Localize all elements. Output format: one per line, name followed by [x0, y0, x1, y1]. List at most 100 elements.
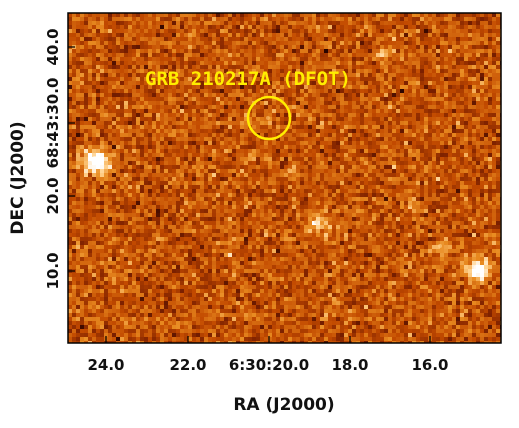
noise-pixel [480, 13, 484, 17]
noise-pixel [472, 145, 476, 149]
noise-pixel [200, 41, 204, 45]
noise-pixel [452, 105, 456, 109]
noise-pixel [492, 117, 496, 121]
noise-pixel [344, 61, 348, 65]
noise-pixel [224, 45, 228, 49]
noise-pixel [304, 25, 308, 29]
noise-pixel [204, 57, 208, 61]
noise-pixel [420, 21, 424, 25]
noise-pixel [468, 153, 472, 157]
noise-pixel [284, 73, 288, 77]
noise-pixel [280, 193, 284, 197]
noise-pixel [296, 97, 300, 101]
noise-pixel [356, 169, 360, 173]
noise-pixel [128, 125, 132, 129]
noise-pixel [276, 193, 280, 197]
noise-pixel [408, 61, 412, 65]
noise-pixel [464, 189, 468, 193]
noise-pixel [300, 173, 304, 177]
noise-pixel [220, 93, 224, 97]
noise-pixel [372, 41, 376, 45]
noise-pixel [224, 97, 228, 101]
noise-pixel [188, 89, 192, 93]
noise-pixel [388, 105, 392, 109]
noise-pixel [284, 57, 288, 61]
noise-pixel [72, 101, 76, 105]
noise-pixel [156, 149, 160, 153]
noise-pixel [332, 81, 336, 85]
noise-pixel [484, 125, 488, 129]
noise-pixel [372, 153, 376, 157]
noise-pixel [124, 25, 128, 29]
noise-pixel [472, 173, 476, 177]
noise-pixel [308, 97, 312, 101]
noise-pixel [308, 33, 312, 37]
noise-pixel [216, 33, 220, 37]
noise-pixel [236, 49, 240, 53]
noise-pixel [392, 129, 396, 133]
noise-pixel [396, 41, 400, 45]
noise-pixel [236, 37, 240, 41]
noise-pixel [484, 185, 488, 189]
noise-pixel [184, 61, 188, 65]
noise-pixel [348, 53, 352, 57]
noise-pixel [428, 29, 432, 33]
noise-pixel [424, 101, 428, 105]
noise-pixel [148, 29, 152, 33]
noise-pixel [148, 65, 152, 69]
noise-pixel [240, 173, 244, 177]
noise-pixel [92, 165, 96, 169]
noise-pixel [436, 41, 440, 45]
noise-pixel [336, 45, 340, 49]
noise-pixel [364, 157, 368, 161]
noise-pixel [132, 81, 136, 85]
noise-pixel [100, 145, 104, 149]
noise-pixel [448, 69, 452, 73]
noise-pixel [124, 73, 128, 77]
noise-pixel [360, 69, 364, 73]
noise-pixel [84, 113, 88, 117]
noise-pixel [404, 97, 408, 101]
noise-pixel [164, 137, 168, 141]
noise-pixel [488, 157, 492, 161]
noise-pixel [128, 109, 132, 113]
noise-pixel [252, 161, 256, 165]
noise-pixel [276, 153, 280, 157]
noise-pixel [396, 189, 400, 193]
noise-pixel [220, 121, 224, 125]
noise-pixel [132, 49, 136, 53]
noise-pixel [212, 45, 216, 49]
noise-pixel [448, 125, 452, 129]
noise-pixel [172, 193, 176, 197]
noise-pixel [352, 173, 356, 177]
noise-pixel [204, 141, 208, 145]
noise-pixel [248, 77, 252, 81]
noise-pixel [260, 33, 264, 37]
noise-pixel [100, 93, 104, 97]
noise-pixel [408, 101, 412, 105]
noise-pixel [196, 49, 200, 53]
noise-pixel [440, 185, 444, 189]
noise-pixel [232, 141, 236, 145]
noise-pixel [76, 193, 80, 197]
noise-pixel [276, 65, 280, 69]
noise-pixel [416, 189, 420, 193]
noise-pixel [136, 133, 140, 137]
noise-pixel [448, 141, 452, 145]
noise-pixel [440, 61, 444, 65]
noise-pixel [332, 133, 336, 137]
noise-pixel [480, 101, 484, 105]
noise-pixel [248, 173, 252, 177]
noise-pixel [164, 105, 168, 109]
noise-pixel [308, 41, 312, 45]
noise-pixel [184, 33, 188, 37]
noise-pixel [144, 125, 148, 129]
noise-pixel [412, 69, 416, 73]
noise-pixel [200, 165, 204, 169]
noise-pixel [488, 145, 492, 149]
noise-pixel [356, 193, 360, 197]
noise-pixel [352, 61, 356, 65]
noise-pixel [200, 25, 204, 29]
noise-pixel [448, 37, 452, 41]
noise-pixel [420, 53, 424, 57]
